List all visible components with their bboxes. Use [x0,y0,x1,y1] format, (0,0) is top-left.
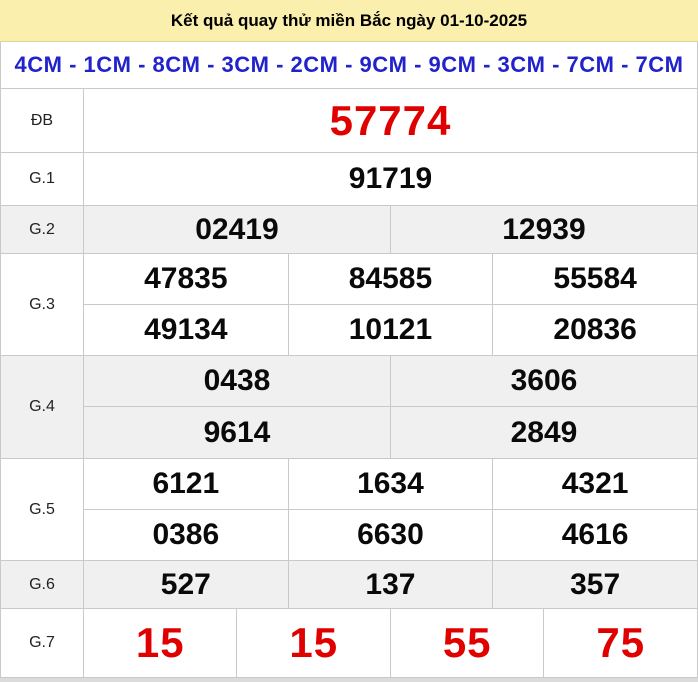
prize-value-g7-2: 15 [236,608,391,678]
prize-value-g3-3: 55584 [492,253,698,305]
prize-value-g5-3: 4321 [492,458,698,510]
prize-row-db: ĐB 57774 [0,88,698,153]
prize-value-g4-2: 3606 [389,355,698,407]
cm-summary-bar: 4CM - 1CM - 8CM - 3CM - 2CM - 9CM - 9CM … [0,42,698,88]
prize-value-g6-1: 527 [83,560,289,609]
prize-row-g7: G.7 15 15 55 75 [0,608,698,678]
prize-value-g5-1: 6121 [83,458,289,510]
prize-value-g5-4: 0386 [83,509,289,561]
prize-value-g3-6: 20836 [492,304,698,356]
title-bar: Kết quả quay thử miền Bắc ngày 01-10-202… [0,0,698,42]
prize-value-g3-1: 47835 [83,253,289,305]
prize-value-g3-4: 49134 [83,304,289,356]
prize-label-g5: G.5 [0,458,84,561]
prize-row-g2: G.2 02419 12939 [0,205,698,254]
prize-value-g4-4: 2849 [389,406,698,459]
prize-label-g4: G.4 [0,355,84,459]
prize-value-g3-5: 10121 [287,304,494,356]
prize-label-g6: G.6 [0,560,84,609]
prize-label-g3: G.3 [0,253,84,356]
prize-value-g7-4: 75 [543,608,698,678]
prize-row-g4-2: 9614 2849 [1,406,698,459]
prize-value-g2-1: 02419 [83,205,391,254]
prize-value-g2-2: 12939 [389,205,698,254]
prize-row-g3-1: G.3 47835 84585 55584 [0,253,698,356]
prize-value-g5-6: 4616 [492,509,698,561]
prize-label-g7: G.7 [0,608,84,678]
prize-value-g3-2: 84585 [287,253,494,305]
page-title: Kết quả quay thử miền Bắc ngày 01-10-202… [170,10,528,30]
prize-row-g3-2: 49134 10121 20836 [1,304,698,356]
prize-value-db: 57774 [83,88,698,153]
prize-row-g5-2: 0386 6630 4616 [1,509,698,561]
prize-value-g5-5: 6630 [287,509,494,561]
cm-summary-text: 4CM - 1CM - 8CM - 3CM - 2CM - 9CM - 9CM … [14,52,684,77]
prize-row-g1: G.1 91719 [0,152,698,206]
prize-label-g1: G.1 [0,152,84,206]
prize-value-g1: 91719 [83,152,698,206]
bottom-strip [0,678,698,682]
prize-label-db: ĐB [0,88,84,153]
prize-value-g6-3: 357 [492,560,698,609]
prize-value-g6-2: 137 [287,560,494,609]
results-table: ĐB 57774 G.1 91719 G.2 02419 12939 G.3 4… [0,88,698,678]
prize-row-g4-1: G.4 0438 3606 [0,355,698,459]
prize-value-g4-3: 9614 [83,406,391,459]
prize-value-g7-3: 55 [389,608,545,678]
prize-row-g6: G.6 527 137 357 [0,560,698,609]
prize-label-g2: G.2 [0,205,84,254]
prize-value-g7-1: 15 [82,608,238,678]
prize-row-g5-1: G.5 6121 1634 4321 [0,458,698,561]
prize-value-g4-1: 0438 [83,355,391,407]
prize-value-g5-2: 1634 [287,458,494,510]
